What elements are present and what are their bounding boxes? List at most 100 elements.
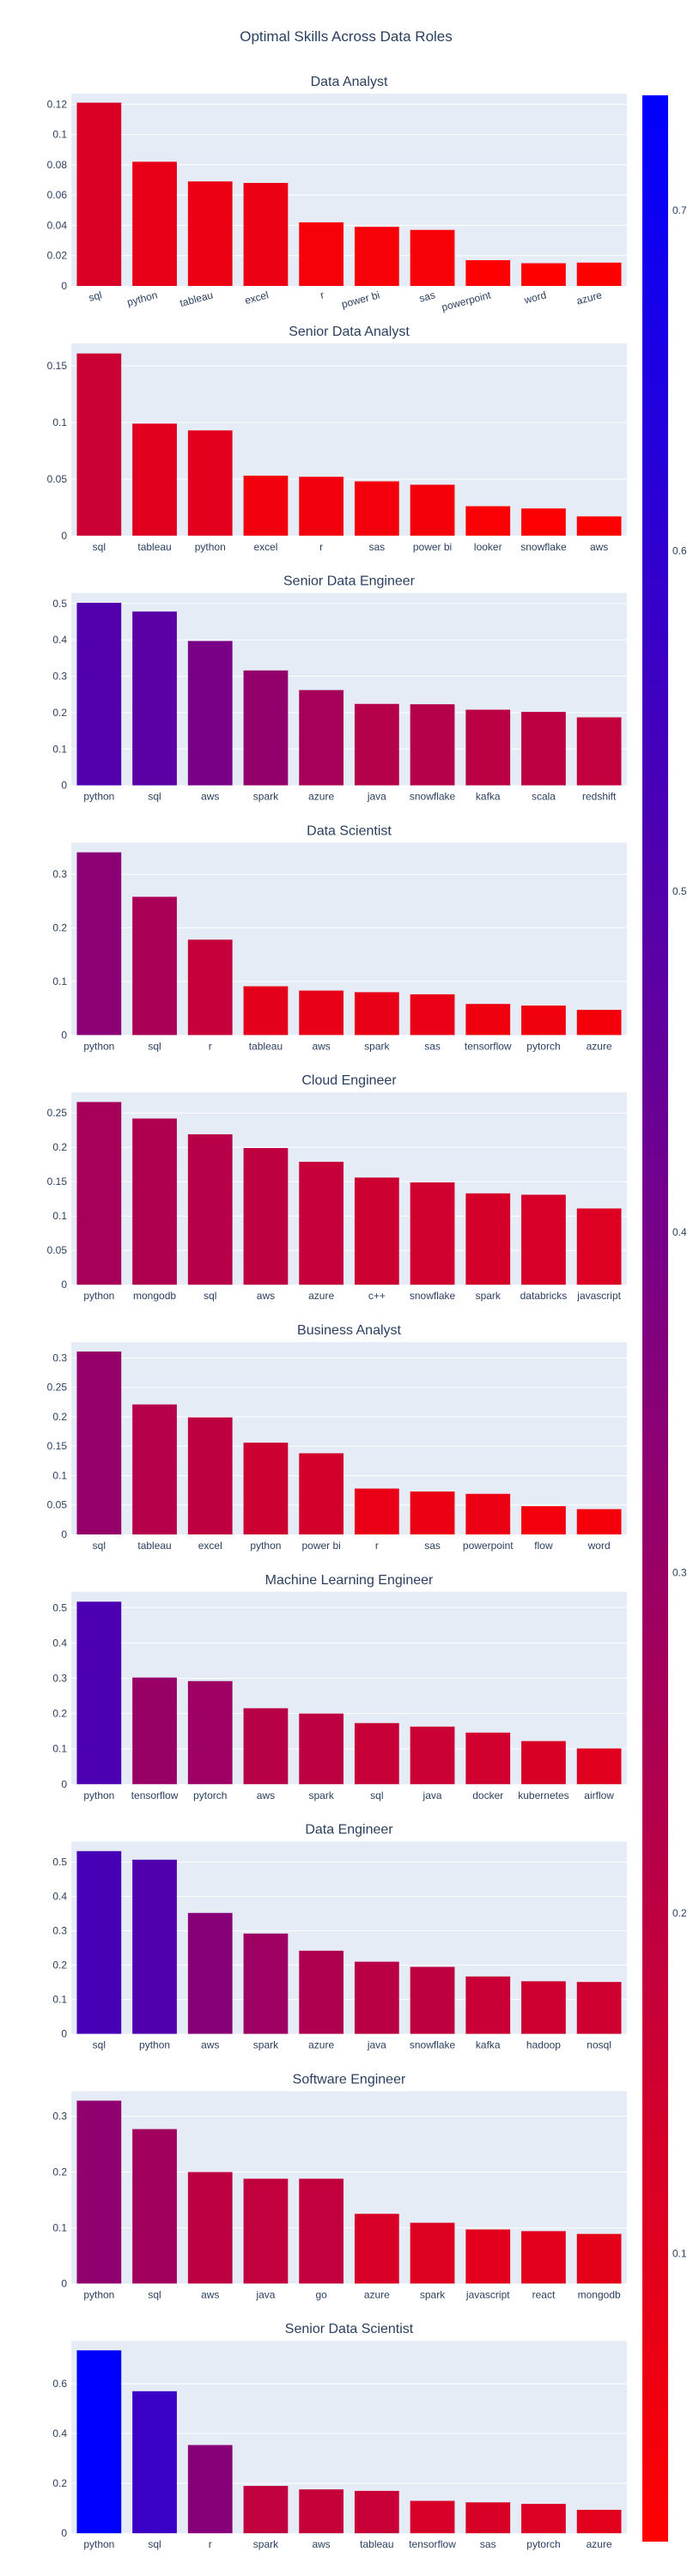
bar [410, 229, 455, 286]
x-tick-label: python [83, 1040, 114, 1052]
x-tick-label: python [83, 2288, 114, 2300]
x-tick-label: sql [148, 791, 161, 803]
bar [576, 1509, 622, 1534]
y-tick-label: 0.3 [52, 2111, 67, 2123]
bar [465, 260, 511, 286]
x-tick-label: sql [204, 1290, 216, 1302]
y-tick-label: 0.2 [52, 2166, 67, 2178]
bar [187, 2445, 233, 2534]
subplot-title: Senior Data Analyst [289, 325, 410, 339]
y-tick-label: 0.15 [47, 360, 68, 372]
x-tick-label: r [319, 289, 325, 301]
x-tick-label: pytorch [193, 1789, 227, 1801]
x-tick-label: snowflake [410, 1290, 456, 1302]
bar [354, 992, 399, 1036]
colorbar-tick-label: 0.6 [672, 545, 687, 557]
x-tick-label: spark [308, 1789, 334, 1801]
x-tick-label: java [367, 791, 386, 803]
x-tick-label: python [83, 791, 114, 803]
bar [132, 423, 177, 536]
bar [76, 1351, 122, 1534]
y-tick-label: 0 [61, 2028, 67, 2040]
y-tick-label: 0.4 [52, 2427, 67, 2439]
bar [187, 641, 233, 786]
x-tick-label: r [209, 2538, 212, 2550]
bar [521, 712, 566, 786]
bar [410, 2222, 455, 2284]
bar [354, 703, 399, 786]
bar [243, 2486, 289, 2534]
x-tick-label: spark [476, 1290, 502, 1302]
x-tick-label: aws [590, 541, 608, 553]
x-tick-label: databricks [520, 1290, 568, 1302]
bar [465, 709, 511, 786]
bar [576, 262, 622, 286]
x-tick-label: nosql [587, 2039, 611, 2051]
bar [354, 1177, 399, 1285]
subplot-8: 0 0.1 0.2 0.3 0.4 0.5 Data Engineer sql python aw… [52, 1823, 627, 2051]
bar [299, 1713, 344, 1784]
x-tick-label: c++ [368, 1290, 386, 1302]
x-tick-label: javascript [465, 2288, 510, 2300]
x-tick-label: airflow [584, 1789, 614, 1801]
x-tick-label: azure [308, 791, 334, 803]
x-tick-label: sql [148, 2538, 161, 2550]
x-tick-label: word [522, 289, 548, 307]
colorbar-tick-label: 0.7 [672, 204, 687, 216]
bar [243, 670, 289, 786]
x-tick-label: tableau [137, 1540, 171, 1552]
x-tick-label: r [209, 1040, 212, 1052]
bar [76, 1102, 122, 1285]
bar [354, 2214, 399, 2284]
bar [187, 430, 233, 536]
subplot-10: 0 0.2 0.4 0.6 Senior Data Scientist python sql… [52, 2322, 627, 2550]
bar [576, 516, 622, 536]
x-tick-label: power bi [301, 1540, 340, 1552]
colorbar-gradient [642, 95, 668, 2542]
bar [299, 222, 344, 286]
y-tick-label: 0.2 [52, 1959, 67, 1971]
bar [465, 506, 511, 536]
x-tick-label: sql [370, 1789, 383, 1801]
bar [521, 263, 566, 286]
x-tick-label: mongodb [578, 2288, 621, 2300]
bar [410, 1491, 455, 1534]
x-tick-label: power bi [413, 541, 452, 553]
bar [521, 2503, 566, 2534]
bar [132, 1859, 177, 2034]
subplot-2: 0 0.05 0.1 0.15 Senior Data Analyst sql tablea… [47, 325, 627, 553]
colorbar-tick-label: 0.1 [672, 2247, 687, 2259]
x-tick-label: java [367, 2039, 386, 2051]
x-tick-label: aws [312, 2538, 330, 2550]
x-tick-label: powerpoint [463, 1540, 514, 1552]
x-tick-label: r [375, 1540, 379, 1552]
x-tick-label: excel [198, 1540, 222, 1552]
bar [410, 2500, 455, 2534]
x-tick-label: aws [257, 1290, 275, 1302]
y-tick-label: 0.15 [47, 1176, 68, 1188]
y-tick-label: 0.4 [52, 634, 67, 646]
x-tick-label: go [315, 2288, 327, 2300]
y-tick-label: 0.05 [47, 1244, 68, 1256]
subplot-5: 0 0.05 0.1 0.15 0.2 0.25 Cloud Engineer python m… [47, 1073, 627, 1302]
bar [243, 1148, 289, 1285]
bar [299, 1162, 344, 1285]
x-tick-label: python [195, 541, 226, 553]
x-tick-label: tableau [249, 1040, 283, 1052]
bar [410, 1966, 455, 2034]
x-tick-label: sql [148, 2288, 161, 2300]
bar [465, 2229, 511, 2284]
x-tick-label: azure [364, 2288, 390, 2300]
x-tick-label: python [139, 2039, 170, 2051]
bar [132, 161, 177, 286]
x-tick-label: azure [587, 2538, 612, 2550]
bar [132, 1404, 177, 1534]
bar [410, 1726, 455, 1784]
x-tick-label: spark [253, 2039, 279, 2051]
bar [132, 1677, 177, 1784]
bar [299, 2178, 344, 2284]
x-tick-label: python [125, 289, 158, 308]
bar [299, 2489, 344, 2534]
bar [187, 939, 233, 1036]
